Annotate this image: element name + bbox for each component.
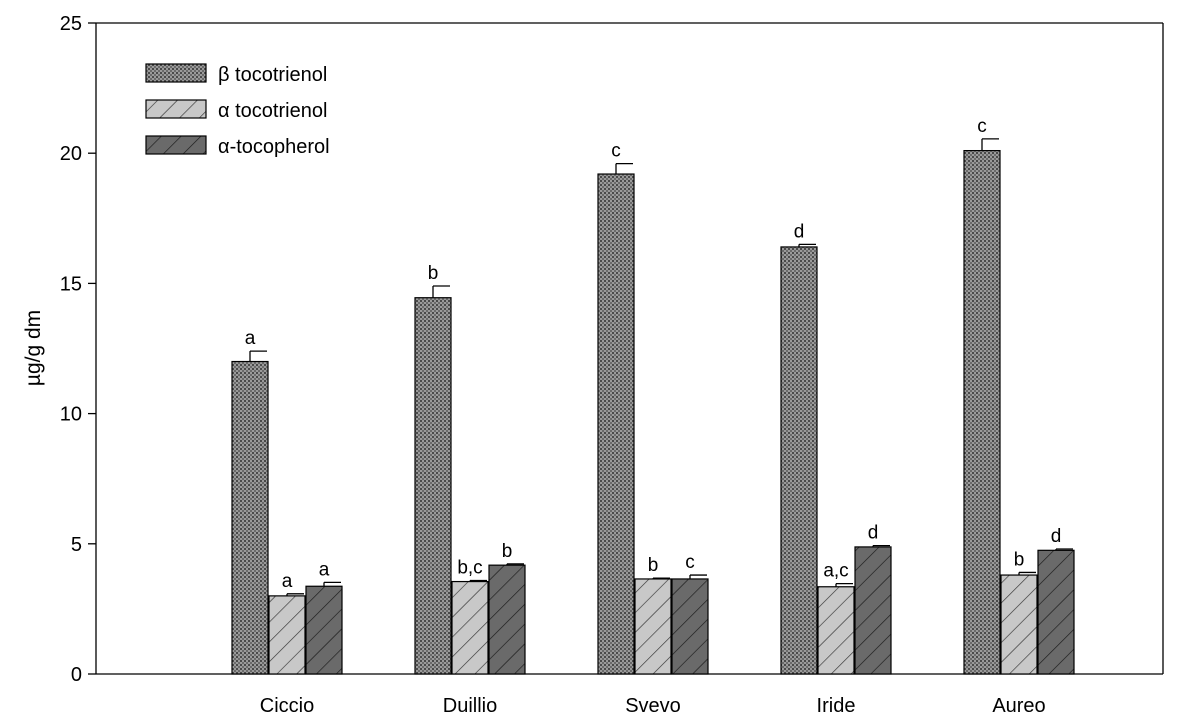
significance-letter-tocotrienol-duillio: b,c <box>457 558 482 579</box>
significance-letter-tocotrienol-svevo: b <box>648 555 659 576</box>
bar-tocopherol-ciccio <box>305 585 343 675</box>
bar-tocotrienol-duillio <box>414 297 452 675</box>
y-axis-title: µg/g dm <box>22 310 45 386</box>
bar-tocotrienol-svevo <box>597 173 635 675</box>
bar-tocotrienol-ciccio <box>268 595 306 675</box>
bar-tocotrienol-iride <box>817 586 855 675</box>
significance-letter-tocotrienol-svevo: c <box>611 141 621 162</box>
x-tick-label-aureo: Aureo <box>992 695 1045 717</box>
bar-tocopherol-iride <box>854 546 892 675</box>
significance-letter-tocotrienol-ciccio: a <box>245 328 256 349</box>
y-tick-label: 5 <box>71 534 82 556</box>
significance-letter-tocotrienol-aureo: b <box>1014 549 1025 570</box>
y-tick-label: 25 <box>60 13 82 35</box>
significance-letter-tocotrienol-ciccio: a <box>282 571 293 592</box>
x-axis-ticks: Ciccio Duillio Svevo Iride Aureo <box>260 695 1046 717</box>
y-tick-label: 10 <box>60 404 82 426</box>
bar-tocotrienol-ciccio <box>231 360 269 675</box>
significance-letter-tocopherol-duillio: b <box>502 541 513 562</box>
significance-letter-tocotrienol-duillio: b <box>428 263 439 284</box>
significance-letter-tocotrienol-iride: d <box>794 221 805 242</box>
legend-label-tocopherol: α-tocopherol <box>218 136 330 158</box>
bar-tocotrienol-svevo <box>634 578 672 675</box>
y-tick-label: 20 <box>60 143 82 165</box>
x-tick-label-svevo: Svevo <box>625 695 681 717</box>
y-axis-ticks: 0 5 10 15 20 25 <box>60 13 96 686</box>
x-tick-label-duillio: Duillio <box>443 695 497 717</box>
significance-letter-tocopherol-ciccio: a <box>319 559 330 580</box>
legend-swatch-tocotrienol <box>145 99 207 119</box>
significance-letter-tocotrienol-aureo: c <box>977 116 987 137</box>
bar-tocotrienol-aureo <box>1000 574 1038 675</box>
legend-label-tocotrienol: β tocotrienol <box>218 64 327 86</box>
legend-label-tocotrienol: α tocotrienol <box>218 100 327 122</box>
legend-swatch-tocotrienol <box>145 63 207 83</box>
significance-letter-tocotrienol-iride: a,c <box>823 561 848 582</box>
bar-series: a a a b b,c b c b c d a,c d c b d <box>231 116 1075 675</box>
bar-tocopherol-aureo <box>1037 549 1075 675</box>
bar-tocopherol-duillio <box>488 564 526 675</box>
bar-tocopherol-svevo <box>671 578 709 675</box>
significance-letter-tocopherol-iride: d <box>868 523 879 544</box>
x-tick-label-iride: Iride <box>817 695 856 717</box>
y-tick-label: 0 <box>71 664 82 686</box>
bar-tocotrienol-aureo <box>963 149 1001 675</box>
legend-swatch-tocopherol <box>145 135 207 155</box>
bar-tocotrienol-duillio <box>451 580 489 675</box>
bar-tocotrienol-iride <box>780 246 818 675</box>
legend: β tocotrienol α tocotrienol α-tocopherol <box>145 63 330 158</box>
significance-letter-tocopherol-aureo: d <box>1051 526 1062 547</box>
significance-letter-tocopherol-svevo: c <box>685 552 695 573</box>
x-tick-label-ciccio: Ciccio <box>260 695 314 717</box>
y-tick-label: 15 <box>60 273 82 295</box>
